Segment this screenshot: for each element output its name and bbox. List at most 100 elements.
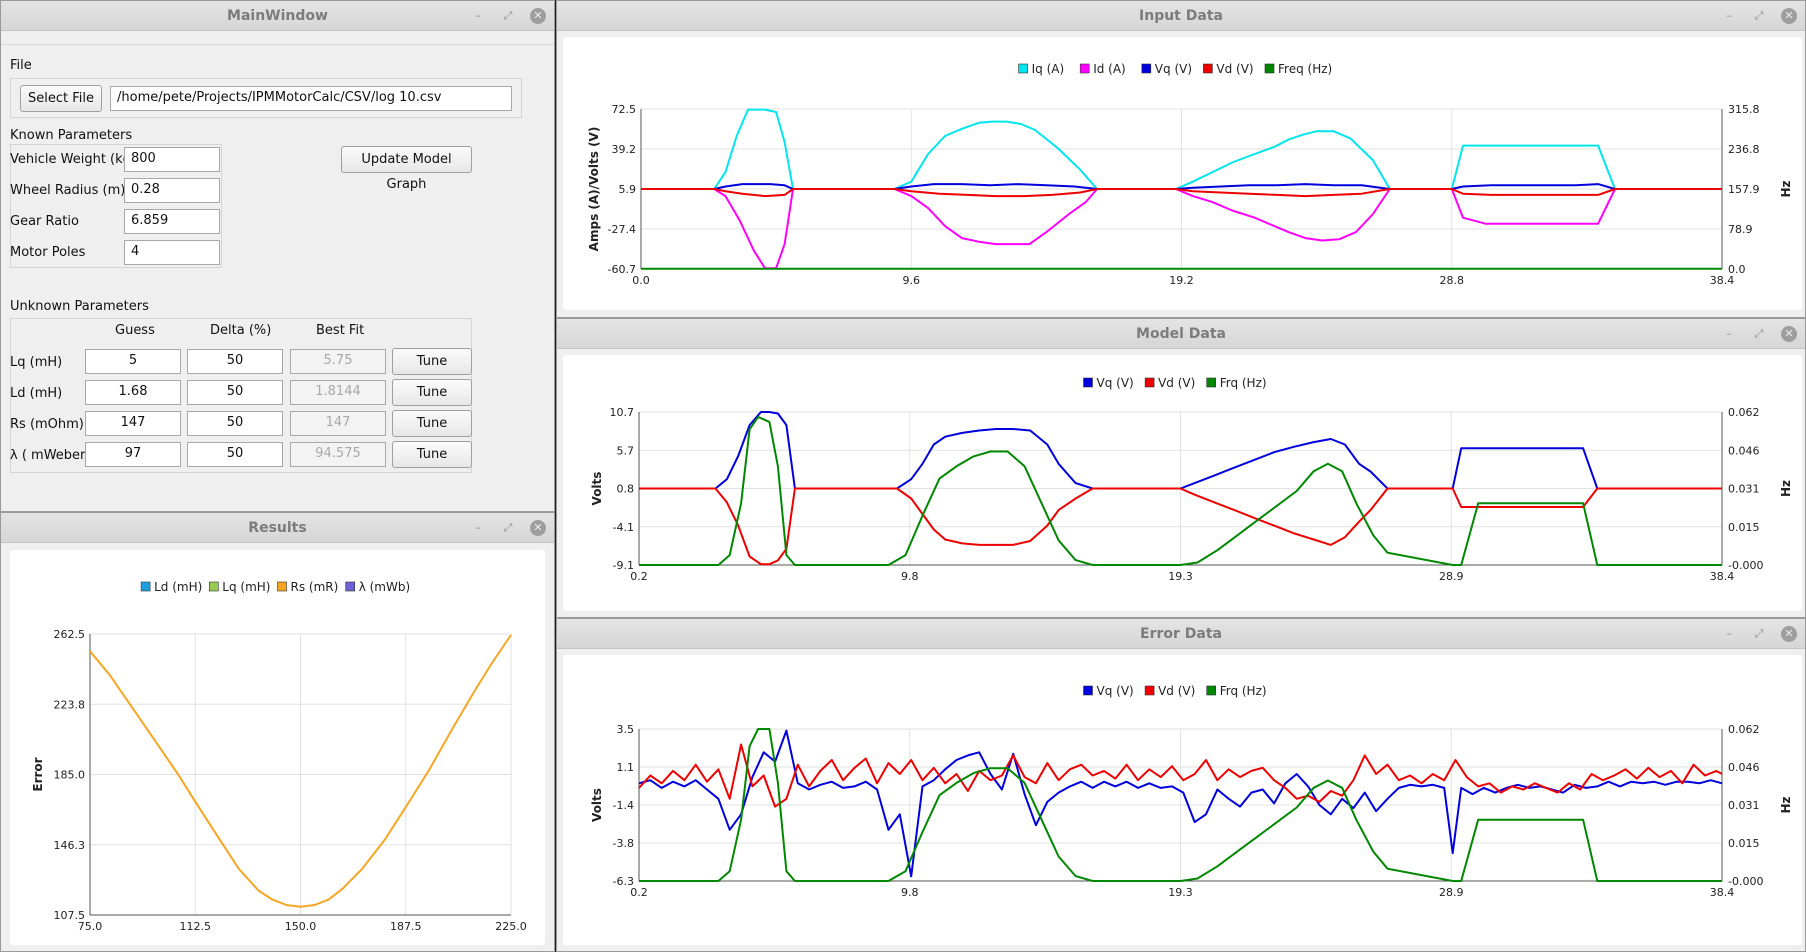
minimize-icon[interactable]: – [1726, 9, 1732, 22]
known-group [10, 144, 222, 268]
wheel-radius-label: Wheel Radius (m) [10, 183, 126, 198]
select-file-button[interactable]: Select File [20, 85, 102, 112]
legend-swatch[interactable] [140, 581, 151, 592]
x-tick-label: 0.2 [630, 570, 648, 583]
vehicle-weight-field[interactable]: 800 [124, 147, 220, 172]
motor-poles-field[interactable]: 4 [124, 240, 220, 265]
ld-guess-field[interactable]: 1.68 [85, 380, 181, 405]
legend-swatch[interactable] [1141, 63, 1152, 74]
y2-tick-label: 315.8 [1728, 103, 1760, 116]
close-icon[interactable]: ✕ [1781, 8, 1797, 24]
close-icon[interactable]: ✕ [1781, 626, 1797, 642]
series-line[interactable] [641, 183, 1722, 190]
error-data-title: Error Data [1140, 626, 1222, 642]
legend-swatch[interactable] [1264, 63, 1275, 74]
series-line[interactable] [89, 634, 512, 908]
wheel-radius-field[interactable]: 0.28 [124, 178, 220, 203]
minimize-icon[interactable]: – [475, 9, 481, 22]
restore-icon[interactable]: ⤢ [503, 521, 513, 534]
lambda-guess-field[interactable]: 97 [85, 442, 181, 467]
error-chart-panel: Vq (V) Vd (V) Frq (Hz) 0.2 9.8 19.3 28.9 38.4 -6… [563, 655, 1802, 945]
close-icon[interactable]: ✕ [530, 520, 546, 536]
series-line[interactable] [641, 188, 1722, 198]
series-line[interactable] [639, 487, 1722, 566]
legend-label: Vd (V) [1158, 684, 1195, 698]
y2-axis-title: Hz [1779, 180, 1793, 197]
close-icon[interactable]: ✕ [530, 8, 546, 24]
x-tick-label: 112.5 [180, 920, 212, 933]
restore-icon[interactable]: ⤢ [503, 9, 513, 22]
lq-delta-field[interactable]: 50 [187, 349, 283, 374]
y2-tick-label: 0.062 [1728, 406, 1760, 419]
y2-tick-label: 236.8 [1728, 143, 1760, 156]
legend-swatch[interactable] [1018, 63, 1028, 74]
input-data-titlebar[interactable]: Input Data – ⤢ ✕ [557, 1, 1805, 31]
x-tick-label: 28.8 [1440, 274, 1465, 287]
rs-guess-field[interactable]: 147 [85, 411, 181, 436]
chart-legend: Iq (A) Id (A) Vq (V) Vd (V) Freq (Hz) [1018, 62, 1332, 76]
file-path-field[interactable]: /home/pete/Projects/IPMMotorCalc/CSV/log… [110, 86, 512, 111]
legend-swatch[interactable] [1203, 63, 1213, 74]
restore-icon[interactable]: ⤢ [1754, 327, 1764, 340]
y-tick-label: 185.0 [54, 769, 86, 782]
minimize-icon[interactable]: – [1726, 327, 1732, 340]
col-delta-header: Delta (%) [210, 323, 272, 338]
legend-swatch[interactable] [1079, 63, 1090, 74]
legend-label: Freq (Hz) [1278, 62, 1332, 76]
minimize-icon[interactable]: – [1726, 627, 1732, 640]
results-chart[interactable]: Ld (mH) Lq (mH) Rs (mR) λ (mWb) 75.0 112.5 150… [10, 550, 545, 945]
main-window-titlebar[interactable]: MainWindow – ⤢ ✕ [1, 1, 554, 31]
restore-icon[interactable]: ⤢ [1754, 9, 1764, 22]
y-tick-label: 10.7 [610, 406, 635, 419]
gear-ratio-field[interactable]: 6.859 [124, 209, 220, 234]
y-tick-label: -6.3 [613, 875, 634, 888]
y-tick-label: -27.4 [608, 223, 636, 236]
error-data-titlebar[interactable]: Error Data – ⤢ ✕ [557, 619, 1805, 649]
ld-tune-button[interactable]: Tune [392, 379, 472, 406]
restore-icon[interactable]: ⤢ [1754, 627, 1764, 640]
legend-swatch[interactable] [277, 581, 287, 592]
lambda-delta-field[interactable]: 50 [187, 442, 283, 467]
x-tick-label: 150.0 [285, 920, 317, 933]
series-line[interactable] [639, 728, 1722, 882]
results-titlebar[interactable]: Results – ⤢ ✕ [1, 513, 554, 543]
y2-tick-label: 0.0 [1728, 263, 1746, 276]
legend-swatch[interactable] [1206, 377, 1217, 388]
y-tick-label: 5.7 [617, 444, 635, 457]
series-line[interactable] [639, 415, 1722, 566]
legend-swatch[interactable] [345, 581, 356, 592]
minimize-icon[interactable]: – [475, 521, 481, 534]
error-data-chart[interactable]: Vq (V) Vd (V) Frq (Hz) 0.2 9.8 19.3 28.9 38.4 -6… [563, 655, 1802, 945]
legend-swatch[interactable] [1083, 685, 1093, 696]
legend-swatch[interactable] [1206, 685, 1217, 696]
series-line[interactable] [638, 743, 1723, 808]
legend-swatch[interactable] [1083, 377, 1093, 388]
rs-tune-button[interactable]: Tune [392, 410, 472, 437]
input-data-chart[interactable]: Iq (A) Id (A) Vq (V) Vd (V) Freq (Hz) 0.0 9.6 1… [563, 37, 1802, 310]
lambda-tune-button[interactable]: Tune [392, 441, 472, 468]
model-data-chart[interactable]: Vq (V) Vd (V) Frq (Hz) 0.2 9.8 19.3 28.9 38.4 -9… [563, 355, 1802, 611]
legend-swatch[interactable] [209, 581, 219, 592]
legend-swatch[interactable] [1144, 377, 1155, 388]
motor-poles-label: Motor Poles [10, 245, 86, 260]
rs-delta-field[interactable]: 50 [187, 411, 283, 436]
update-model-graph-button[interactable]: Update Model Graph [341, 146, 472, 192]
chart-legend: Vq (V) Vd (V) Frq (Hz) [1083, 684, 1267, 698]
legend-label: Vd (V) [1158, 376, 1195, 390]
y2-tick-label: 157.9 [1728, 183, 1760, 196]
ld-delta-field[interactable]: 50 [187, 380, 283, 405]
series-line[interactable] [639, 411, 1722, 490]
main-window: MainWindow – ⤢ ✕ File Select File /home/… [0, 0, 555, 512]
x-tick-label: 38.4 [1710, 886, 1735, 899]
x-tick-label: 225.0 [495, 920, 527, 933]
x-tick-label: 75.0 [78, 920, 103, 933]
model-data-titlebar[interactable]: Model Data – ⤢ ✕ [557, 319, 1805, 349]
legend-swatch[interactable] [1144, 685, 1155, 696]
y-tick-label: -4.1 [613, 521, 634, 534]
y2-tick-label: 0.031 [1728, 799, 1760, 812]
y-tick-label: -3.8 [613, 837, 634, 850]
lambda-label: λ ( mWeber) [10, 448, 91, 463]
close-icon[interactable]: ✕ [1781, 326, 1797, 342]
lq-guess-field[interactable]: 5 [85, 349, 181, 374]
lq-tune-button[interactable]: Tune [392, 348, 472, 375]
